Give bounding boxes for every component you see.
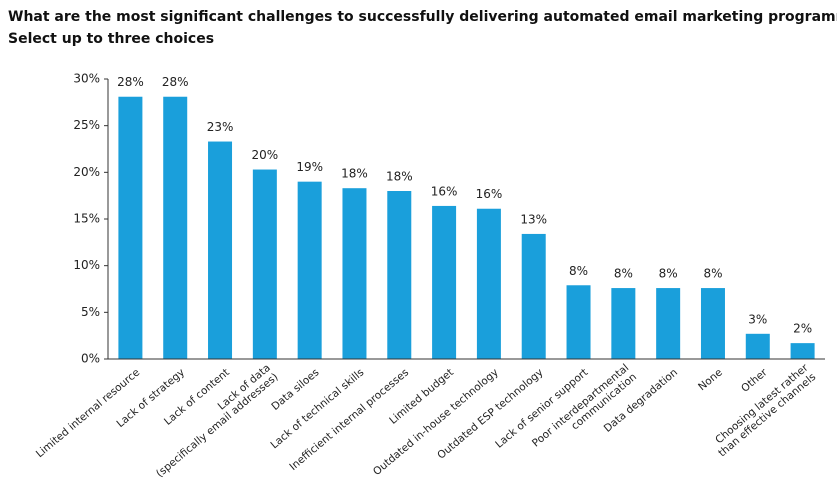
- bar: [745, 333, 770, 359]
- bar: [118, 96, 143, 359]
- bar: [476, 208, 501, 359]
- x-tick-label: None: [696, 366, 725, 393]
- value-label: 23%: [207, 120, 234, 134]
- bar: [208, 141, 233, 359]
- x-tick-label: Other: [739, 366, 770, 395]
- bar: [611, 288, 636, 359]
- y-tick-label: 0%: [81, 352, 100, 366]
- y-tick-label: 20%: [73, 165, 100, 179]
- value-label: 8%: [703, 267, 722, 281]
- bar: [656, 288, 681, 359]
- chart-title: What are the most significant challenges…: [8, 9, 837, 25]
- bar: [252, 169, 277, 359]
- bar: [387, 191, 412, 359]
- chart-subtitle: Select up to three choices: [8, 31, 214, 47]
- bar: [700, 288, 725, 359]
- value-label: 2%: [793, 322, 812, 336]
- bar: [297, 181, 322, 359]
- y-tick-label: 10%: [73, 258, 100, 272]
- bar: [790, 343, 815, 359]
- y-tick-label: 15%: [73, 212, 100, 226]
- bar: [521, 233, 546, 359]
- bar: [432, 205, 457, 359]
- bar: [163, 96, 188, 359]
- bar: [566, 285, 591, 359]
- value-label: 16%: [431, 184, 458, 198]
- y-tick-label: 5%: [81, 305, 100, 319]
- y-tick-label: 25%: [73, 118, 100, 132]
- value-label: 20%: [252, 148, 279, 162]
- bar: [342, 188, 367, 359]
- y-tick-label: 30%: [73, 72, 100, 86]
- value-label: 16%: [476, 187, 503, 201]
- value-label: 8%: [569, 264, 588, 278]
- value-label: 18%: [386, 170, 413, 184]
- value-label: 8%: [614, 267, 633, 281]
- value-label: 3%: [748, 312, 767, 326]
- value-label: 28%: [117, 75, 144, 89]
- value-label: 18%: [341, 167, 368, 181]
- value-label: 8%: [659, 267, 678, 281]
- value-label: 13%: [520, 212, 547, 226]
- value-label: 28%: [162, 75, 189, 89]
- value-label: 19%: [296, 160, 323, 174]
